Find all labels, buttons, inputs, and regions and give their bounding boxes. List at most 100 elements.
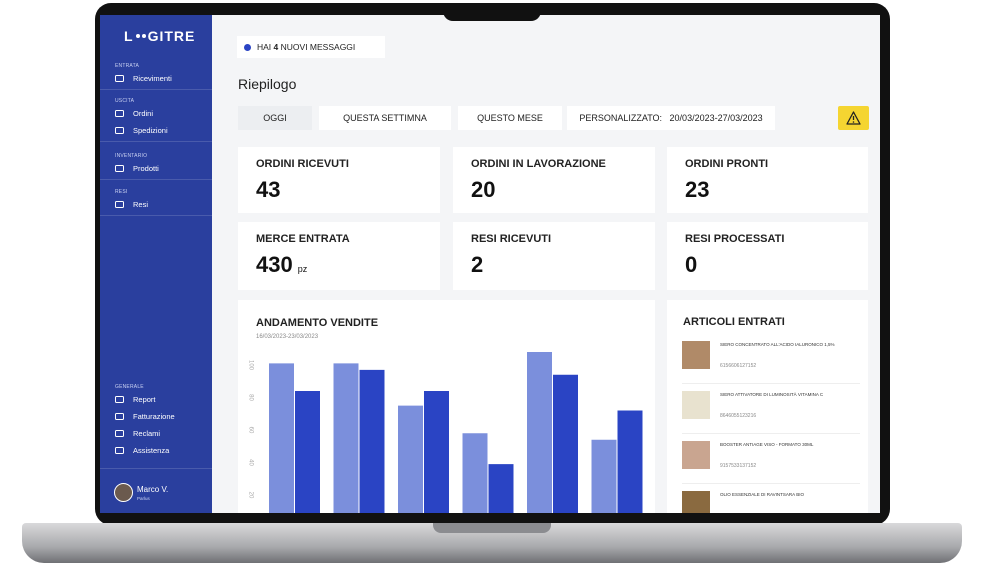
messages-text: HAI (257, 42, 272, 52)
bar (333, 363, 359, 513)
stat-value: 2 (471, 252, 483, 278)
nav-icon (115, 110, 124, 117)
stat-label: ORDINI PRONTI (685, 158, 769, 170)
article-thumb (682, 491, 710, 513)
stat-value: 43 (256, 177, 280, 203)
bar (553, 374, 578, 513)
nav-item[interactable]: Report (133, 395, 156, 404)
stat-number: 2 (471, 252, 484, 277)
stat-card: ORDINI RICEVUTI 43 (238, 147, 440, 213)
logo: L GITRE (124, 28, 195, 44)
article-thumb (682, 441, 710, 469)
bar (424, 391, 449, 513)
nav-icon (115, 165, 124, 172)
article-name: SIERO ATTIVATORE DI LUMINOSITÀ VITAMINA … (720, 392, 824, 397)
bar (359, 369, 385, 513)
article-name: BOOSTER ANTIAGE VISO - FORMATO 30ML (720, 442, 814, 447)
article-divider (682, 483, 860, 484)
filter-button[interactable]: OGGI (238, 106, 312, 130)
bar (527, 352, 552, 513)
stat-number: 20 (471, 177, 496, 202)
user-role: Parlus (137, 496, 150, 501)
bar (617, 410, 643, 513)
chart-subtitle: 16/03/2023-23/03/2023 (256, 334, 319, 340)
section-title: USCITA (115, 98, 135, 104)
chart-card: ANDAMENTO VENDITE 16/03/2023-23/03/2023 … (238, 300, 655, 513)
y-tick-label: 80 (247, 394, 253, 401)
article-code: 8646055123216 (720, 413, 757, 419)
y-tick-label: 60 (247, 427, 253, 434)
messages-count: 4 (273, 42, 279, 52)
filter-range: 20/03/2023-27/03/2023 (669, 113, 763, 123)
article-divider (682, 433, 860, 434)
stat-label: ORDINI RICEVUTI (256, 158, 349, 170)
page-title: Riepilogo (238, 76, 297, 92)
nav-item[interactable]: Ordini (133, 109, 154, 118)
nav-item[interactable]: Prodotti (133, 164, 159, 173)
stat-label: ORDINI IN LAVORAZIONE (471, 158, 606, 170)
stat-number: 0 (685, 252, 698, 277)
nav-icon (115, 75, 124, 82)
section-title: RESI (115, 189, 128, 195)
nav-item[interactable]: Spedizioni (133, 126, 168, 135)
stat-unit: pz (297, 264, 308, 274)
article-divider (682, 383, 860, 384)
logo-text: L (124, 28, 134, 44)
stat-value: 20 (471, 177, 495, 203)
stat-number: 430 (256, 252, 293, 277)
nav-icon (115, 430, 124, 437)
stat-value: 23 (685, 177, 709, 203)
separator (100, 179, 212, 180)
bar (295, 391, 320, 513)
filter-button[interactable]: QUESTA SETTIMNA (319, 106, 451, 130)
stat-label: RESI PROCESSATI (685, 233, 785, 245)
avatar (114, 483, 133, 502)
message-icon (244, 43, 251, 51)
messages-button[interactable]: HAI 4 NUOVI MESSAGGI (237, 36, 385, 58)
bar (591, 439, 617, 513)
custom-filter[interactable]: PERSONALIZZATO: 20/03/2023-27/03/2023 (567, 106, 775, 130)
camera-notch (443, 3, 541, 21)
messages-text: NUOVI MESSAGGI (280, 42, 356, 52)
articles-card: ARTICOLI ENTRATI SIERO CONCENTRATO ALL'A… (667, 300, 868, 513)
articles-title: ARTICOLI ENTRATI (683, 316, 785, 328)
article-thumb (682, 391, 710, 419)
stat-card: RESI PROCESSATI 0 (667, 222, 868, 290)
article-thumb (682, 341, 710, 369)
filter-label: PERSONALIZZATO: (579, 113, 663, 123)
screen: L GITRE Marco V. Parlus ENTRATA Ricevimen… (100, 15, 880, 513)
sidebar: L GITRE Marco V. Parlus ENTRATA Ricevimen… (100, 15, 212, 513)
nav-item[interactable]: Assistenza (133, 446, 170, 455)
nav-icon (115, 127, 124, 134)
y-tick-label: 40 (247, 459, 253, 466)
section-title: INVENTARIO (115, 153, 148, 159)
separator (100, 468, 212, 469)
stat-card: RESI RICEVUTI 2 (453, 222, 655, 290)
filter-button[interactable]: QUESTO MESE (458, 106, 562, 130)
stat-number: 23 (685, 177, 710, 202)
stat-number: 43 (256, 177, 281, 202)
article-name: OLIO ESSENZIALE DI RAVINTSARA BIO (720, 492, 804, 497)
nav-item[interactable]: Reclami (133, 429, 161, 438)
logo-text: GITRE (147, 28, 196, 44)
article-code: 9157533137152 (720, 463, 757, 469)
alert-button[interactable] (838, 106, 869, 130)
nav-item[interactable]: Fatturazione (133, 412, 175, 421)
bar (462, 433, 488, 513)
section-title: ENTRATA (115, 63, 139, 69)
stat-label: MERCE ENTRATA (256, 233, 350, 245)
alert-icon (846, 111, 861, 125)
bar (488, 464, 514, 513)
stat-card: MERCE ENTRATA 430 pz (238, 222, 440, 290)
y-tick-label: 20 (247, 492, 253, 499)
user-name: Marco V. (137, 485, 169, 494)
chart-title: ANDAMENTO VENDITE (256, 317, 379, 329)
stat-label: RESI RICEVUTI (471, 233, 552, 245)
stat-value: 0 (685, 252, 697, 278)
nav-item[interactable]: Resi (133, 200, 149, 209)
bar (269, 363, 294, 513)
nav-icon (115, 447, 124, 454)
y-tick-label: 100 (247, 360, 253, 371)
nav-item[interactable]: Ricevimenti (133, 74, 172, 83)
